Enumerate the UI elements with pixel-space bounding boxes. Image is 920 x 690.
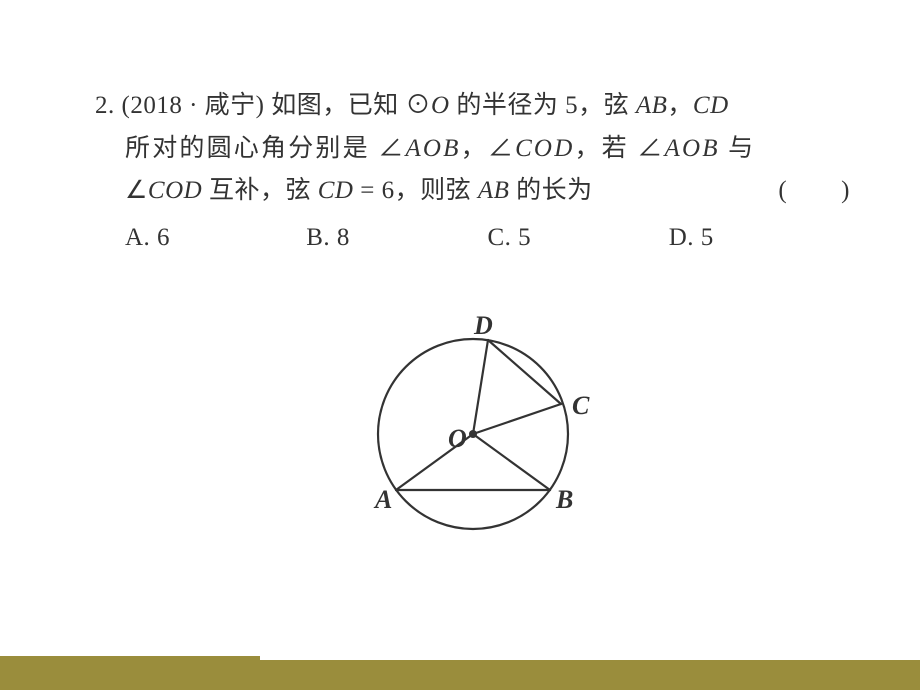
option-b: B. 8 — [306, 217, 487, 260]
var-AB: AB — [636, 92, 668, 119]
var-AB: AB — [478, 177, 510, 204]
svg-text:A: A — [373, 485, 392, 514]
text-seg: ∠ — [125, 177, 148, 204]
text-seg: 与 — [720, 135, 756, 162]
text-seg: 的长为 — [509, 177, 592, 204]
paren-open: ( — [778, 177, 787, 204]
problem-source: (2018 · 咸宁) — [122, 92, 265, 119]
svg-text:B: B — [555, 485, 573, 514]
var-O: O — [431, 92, 450, 119]
option-d: D. 5 — [669, 217, 850, 260]
text-seg: 如图，已知 ⊙ — [264, 92, 431, 119]
problem-block: 2. (2018 · 咸宁) 如图，已知 ⊙O 的半径为 5，弦 AB，CD 所… — [0, 0, 920, 544]
text-seg: ， — [667, 92, 693, 119]
geometry-figure: A B C D O — [348, 294, 598, 544]
options-row: A. 6 B. 8 C. 5 D. 5 — [95, 217, 850, 260]
problem-text: 2. (2018 · 咸宁) 如图，已知 ⊙O 的半径为 5，弦 AB，CD 所… — [95, 85, 850, 259]
svg-text:D: D — [473, 311, 493, 340]
figure-wrap: A B C D O — [95, 294, 850, 544]
text-seg: 的半径为 5，弦 — [450, 92, 636, 119]
text-seg: = 6，则弦 — [353, 177, 477, 204]
var-AOB: AOB — [665, 135, 720, 162]
text-seg: 互补，弦 — [202, 177, 318, 204]
decorative-bottom-bar — [0, 660, 920, 690]
var-COD: COD — [515, 135, 574, 162]
var-CD: CD — [318, 177, 354, 204]
text-seg: ，若 ∠ — [574, 135, 664, 162]
option-c: C. 5 — [488, 217, 669, 260]
problem-number: 2. — [95, 92, 115, 119]
text-seg: 所对的圆心角分别是 ∠ — [125, 135, 405, 162]
answer-parentheses: ( ) — [700, 170, 850, 213]
var-COD: COD — [148, 177, 202, 204]
svg-text:C: C — [572, 391, 590, 420]
problem-line-3: ∠COD 互补，弦 CD = 6，则弦 AB 的长为 ( ) — [95, 170, 850, 213]
var-AOB: AOB — [405, 135, 460, 162]
var-CD: CD — [693, 92, 729, 119]
problem-line-2: 所对的圆心角分别是 ∠AOB，∠COD，若 ∠AOB 与 — [95, 128, 850, 171]
problem-line-1: 2. (2018 · 咸宁) 如图，已知 ⊙O 的半径为 5，弦 AB，CD — [95, 85, 850, 128]
line3-main: ∠COD 互补，弦 CD = 6，则弦 AB 的长为 — [95, 170, 700, 213]
svg-text:O: O — [448, 424, 467, 453]
text-seg: ，∠ — [461, 135, 515, 162]
paren-close: ) — [841, 177, 850, 204]
option-a: A. 6 — [125, 217, 306, 260]
